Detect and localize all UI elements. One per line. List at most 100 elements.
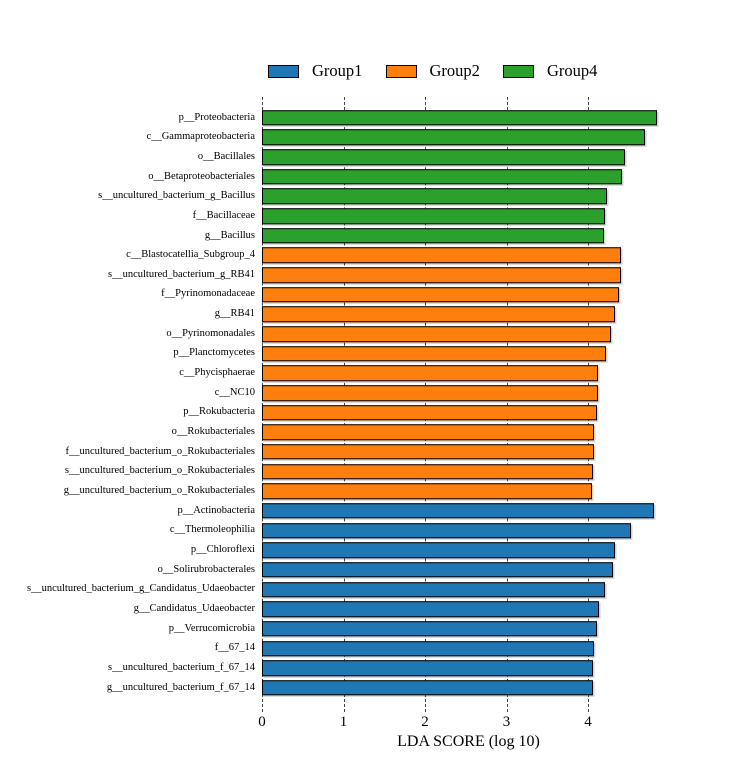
legend-item: Group1: [268, 58, 362, 84]
legend-swatch-icon: [503, 64, 534, 78]
bar-track: [262, 108, 750, 128]
taxon-label: o__Solirubrobacterales: [157, 563, 255, 575]
bar-row: f__uncultured_bacterium_o_Rokubacteriale…: [0, 442, 750, 462]
bar-row: p__Planctomycetes: [0, 344, 750, 364]
legend-item: Group2: [385, 58, 480, 84]
bar-track: [262, 501, 750, 521]
bar-track: [262, 167, 750, 187]
bar-row: p__Proteobacteria: [0, 108, 750, 128]
bar-track: [262, 383, 750, 403]
bar-row: s__uncultured_bacterium_g_Candidatus_Uda…: [0, 580, 750, 600]
gridline: [506, 97, 508, 712]
taxon-label: p__Verrucomicrobia: [168, 622, 255, 634]
taxon-label: f__uncultured_bacterium_o_Rokubacteriale…: [65, 445, 255, 457]
taxon-label: f__Bacillaceae: [192, 209, 255, 221]
x-tick-label: 1: [339, 714, 348, 730]
bar-track: [262, 187, 750, 207]
lda-bar: [262, 483, 592, 500]
bar-row: p__Chloroflexi: [0, 540, 750, 560]
lda-bar: [262, 660, 594, 676]
bar-track: [262, 206, 750, 226]
legend-label: Group1: [312, 60, 363, 80]
lda-bar: [262, 208, 605, 224]
bar-track: [262, 128, 750, 148]
lda-bar: [262, 286, 619, 303]
bar-track: [262, 678, 750, 698]
bar-row: s__uncultured_bacterium_f_67_14: [0, 658, 750, 678]
bar-row: p__Verrucomicrobia: [0, 619, 750, 639]
gridline: [588, 97, 589, 712]
lda-bar: [262, 247, 621, 264]
lda-bar: [262, 385, 599, 401]
taxon-label: g__RB41: [214, 308, 255, 320]
taxon-label: s__uncultured_bacterium_o_Rokubacteriale…: [64, 465, 255, 477]
bar-row: c__Phycisphaerae: [0, 364, 750, 384]
bar-track: [262, 423, 750, 443]
lda-bar: [262, 188, 608, 205]
bar-row: g__Bacillus: [0, 226, 750, 246]
legend-swatch-icon: [268, 64, 299, 78]
bar-row: f__Bacillaceae: [0, 206, 750, 226]
taxon-label: s__uncultured_bacterium_g_RB41: [108, 268, 255, 280]
legend-swatch-icon: [385, 64, 417, 78]
lda-bar: [262, 267, 621, 283]
taxon-label: s__uncultured_bacterium_g_Candidatus_Uda…: [26, 583, 255, 595]
bar-track: [262, 364, 750, 384]
bar-track: [262, 639, 750, 659]
legend-label: Group4: [547, 60, 598, 80]
legend-item: Group4: [503, 58, 597, 84]
bar-row: o__Rokubacteriales: [0, 423, 750, 443]
bar-track: [262, 658, 750, 678]
lda-bar: [262, 621, 598, 637]
bar-row: f__67_14: [0, 639, 750, 659]
bar-track: [262, 481, 750, 501]
lda-bar: [262, 129, 645, 146]
bar-track: [262, 265, 750, 285]
lda-bar: [262, 562, 613, 578]
lda-bar: [262, 149, 626, 165]
bar-row: o__Pyrinomonadales: [0, 324, 750, 344]
taxon-label: g__Candidatus_Udaeobacter: [133, 602, 255, 614]
taxon-label: o__Pyrinomonadales: [166, 327, 255, 339]
bar-row: c__Thermoleophilia: [0, 521, 750, 541]
bar-track: [262, 285, 750, 305]
lda-bar: [262, 306, 616, 323]
bar-row: c__Gammaproteobacteria: [0, 128, 750, 148]
lda-bar: [262, 581, 605, 598]
taxon-label: p__Chloroflexi: [190, 544, 255, 556]
bar-track: [262, 580, 750, 600]
taxon-label: p__Actinobacteria: [177, 504, 255, 516]
taxon-label: c__Thermoleophilia: [169, 524, 255, 536]
bar-row: g__uncultured_bacterium_f_67_14: [0, 678, 750, 698]
bar-track: [262, 560, 750, 580]
lda-bar: [262, 522, 631, 539]
gridline: [262, 97, 263, 712]
taxon-label: g__Bacillus: [204, 229, 255, 241]
bar-row: g__RB41: [0, 305, 750, 325]
taxon-label: s__uncultured_bacterium_f_67_14: [108, 661, 255, 673]
gridline: [425, 97, 426, 712]
taxon-label: o__Bacillales: [197, 150, 255, 162]
lda-bar: [262, 424, 595, 441]
bar-track: [262, 324, 750, 344]
taxon-label: g__uncultured_bacterium_f_67_14: [106, 681, 255, 693]
bar-track: [262, 147, 750, 167]
bar-row: o__Bacillales: [0, 147, 750, 167]
x-tick-label: 2: [421, 714, 429, 730]
x-axis-label: LDA SCORE (log 10): [397, 733, 540, 750]
lda-bar: [262, 365, 599, 382]
gridline: [343, 97, 345, 712]
lda-bar: [262, 345, 607, 362]
bar-row: f__Pyrinomonadaceae: [0, 285, 750, 305]
bar-row: p__Rokubacteria: [0, 403, 750, 423]
taxon-label: p__Rokubacteria: [183, 406, 255, 418]
taxon-label: c__Blastocatellia_Subgroup_4: [126, 249, 255, 261]
bar-track: [262, 403, 750, 423]
lda-bar: [262, 680, 594, 696]
taxon-label: f__67_14: [214, 642, 255, 654]
lda-bar: [262, 601, 599, 617]
taxon-label: p__Planctomycetes: [173, 347, 255, 359]
bar-row: p__Actinobacteria: [0, 501, 750, 521]
